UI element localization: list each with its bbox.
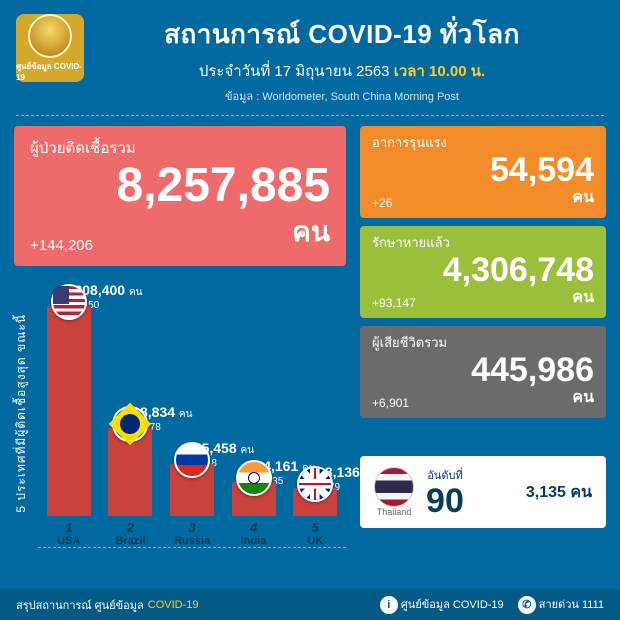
phone-icon: ✆ — [518, 596, 536, 614]
stat-panel: ผู้เสียชีวิตรวม445,986คน+6,901 — [360, 326, 606, 418]
bar — [47, 306, 91, 516]
bar-column: 2,208,400 คน+25,4501USA — [42, 306, 96, 547]
footer-brand: COVID-19 — [148, 599, 199, 611]
bar — [108, 428, 152, 516]
bar-column: 354,161 คน+11,1354India — [227, 482, 281, 547]
stat-value: 4,306,748 — [372, 253, 594, 287]
thailand-flag-wrap: Thailand — [374, 467, 414, 517]
bar-label: 3Russia — [174, 520, 210, 547]
stat-delta: +26 — [372, 196, 392, 210]
total-unit: คน — [292, 210, 330, 254]
title-block: สถานการณ์ COVID-19 ทั่วโลก ประจำวันที่ 1… — [84, 14, 600, 105]
country-flag-icon — [174, 442, 210, 478]
thailand-label: Thailand — [374, 507, 414, 517]
stat-value: 445,986 — [372, 353, 594, 387]
chart-vertical-label: 5 ประเทศที่มีผู้ติดเชื้อสูงสุด ขณะนี้ — [10, 278, 30, 548]
country-flag-icon — [51, 284, 87, 320]
thailand-rank: 90 — [426, 484, 464, 518]
country-flag-icon — [297, 466, 333, 502]
stat-label: ผู้เสียชีวิตรวม — [372, 332, 594, 353]
total-delta: +144,206 — [30, 237, 93, 254]
main-content: ผู้ป่วยติดเชื้อรวม 8,257,885 +144,206 คน… — [0, 126, 620, 578]
stat-value: 54,594 — [372, 153, 594, 187]
right-column: อาการรุนแรง54,594คน+26รักษาหายแล้ว4,306,… — [360, 126, 606, 578]
footer-gov: i ศูนย์ข้อมูล COVID-19 — [380, 595, 504, 614]
total-value: 8,257,885 — [30, 162, 330, 210]
stat-panel: รักษาหายแล้ว4,306,748คน+93,147 — [360, 226, 606, 318]
header: ศูนย์ข้อมูล COVID-19 สถานการณ์ COVID-19 … — [0, 0, 620, 111]
country-flag-icon — [112, 406, 148, 442]
bar — [293, 488, 337, 516]
bar — [170, 464, 214, 516]
bar-column: 928,834 คน+37,2782Brazil — [104, 428, 158, 547]
stat-delta: +93,147 — [372, 296, 416, 310]
bar-column: 545,458 คน+8,2483Russia — [165, 464, 219, 547]
source-text: ข้อมูล : Worldometer, South China Mornin… — [84, 87, 600, 105]
info-icon: i — [380, 596, 398, 614]
bar-label: 5UK — [307, 520, 323, 547]
total-cases-panel: ผู้ป่วยติดเชื้อรวม 8,257,885 +144,206 คน — [14, 126, 346, 266]
page-title: สถานการณ์ COVID-19 ทั่วโลก — [84, 14, 600, 55]
thailand-rank-box: Thailand อันดับที่ 90 3,135 คน — [360, 456, 606, 528]
footer: สรุปสถานการณ์ ศูนย์ข้อมูล COVID-19 i ศูน… — [0, 589, 620, 620]
stat-delta: +6,901 — [372, 396, 409, 410]
thailand-cases: 3,135 คน — [526, 480, 592, 505]
bar-column: 298,136 คน+1,2795UK — [288, 488, 342, 547]
bar-label: 2Brazil — [115, 520, 145, 547]
footer-hotline: ✆ สายด่วน 1111 — [518, 595, 604, 614]
stat-panel: อาการรุนแรง54,594คน+26 — [360, 126, 606, 218]
stat-label: อาการรุนแรง — [372, 132, 594, 153]
footer-right: i ศูนย์ข้อมูล COVID-19 ✆ สายด่วน 1111 — [380, 595, 604, 614]
thailand-flag-icon — [374, 467, 414, 507]
left-column: ผู้ป่วยติดเชื้อรวม 8,257,885 +144,206 คน… — [14, 126, 346, 578]
thailand-rank-block: อันดับที่ 90 — [426, 466, 464, 518]
bar-group: 2,208,400 คน+25,4501USA928,834 คน+37,278… — [38, 278, 346, 548]
seal-icon — [28, 14, 72, 58]
seal-label: ศูนย์ข้อมูล COVID-19 — [16, 60, 84, 82]
top5-chart: 5 ประเทศที่มีผู้ติดเชื้อสูงสุด ขณะนี้ 2,… — [14, 278, 346, 578]
total-label: ผู้ป่วยติดเชื้อรวม — [30, 136, 330, 160]
gov-seal: ศูนย์ข้อมูล COVID-19 — [16, 14, 84, 82]
date-text: ประจำวันที่ 17 มิถุนายน 2563 — [199, 63, 390, 80]
stat-panels: อาการรุนแรง54,594คน+26รักษาหายแล้ว4,306,… — [360, 126, 606, 418]
country-flag-icon — [236, 460, 272, 496]
footer-summary: สรุปสถานการณ์ ศูนย์ข้อมูล — [16, 596, 144, 614]
bar — [232, 482, 276, 516]
bar-label: 4India — [241, 520, 267, 547]
time-text: เวลา 10.00 น. — [394, 63, 485, 80]
date-line: ประจำวันที่ 17 มิถุนายน 2563 เวลา 10.00 … — [84, 59, 600, 83]
stat-label: รักษาหายแล้ว — [372, 232, 594, 253]
divider — [16, 115, 604, 116]
bar-label: 1USA — [57, 520, 80, 547]
